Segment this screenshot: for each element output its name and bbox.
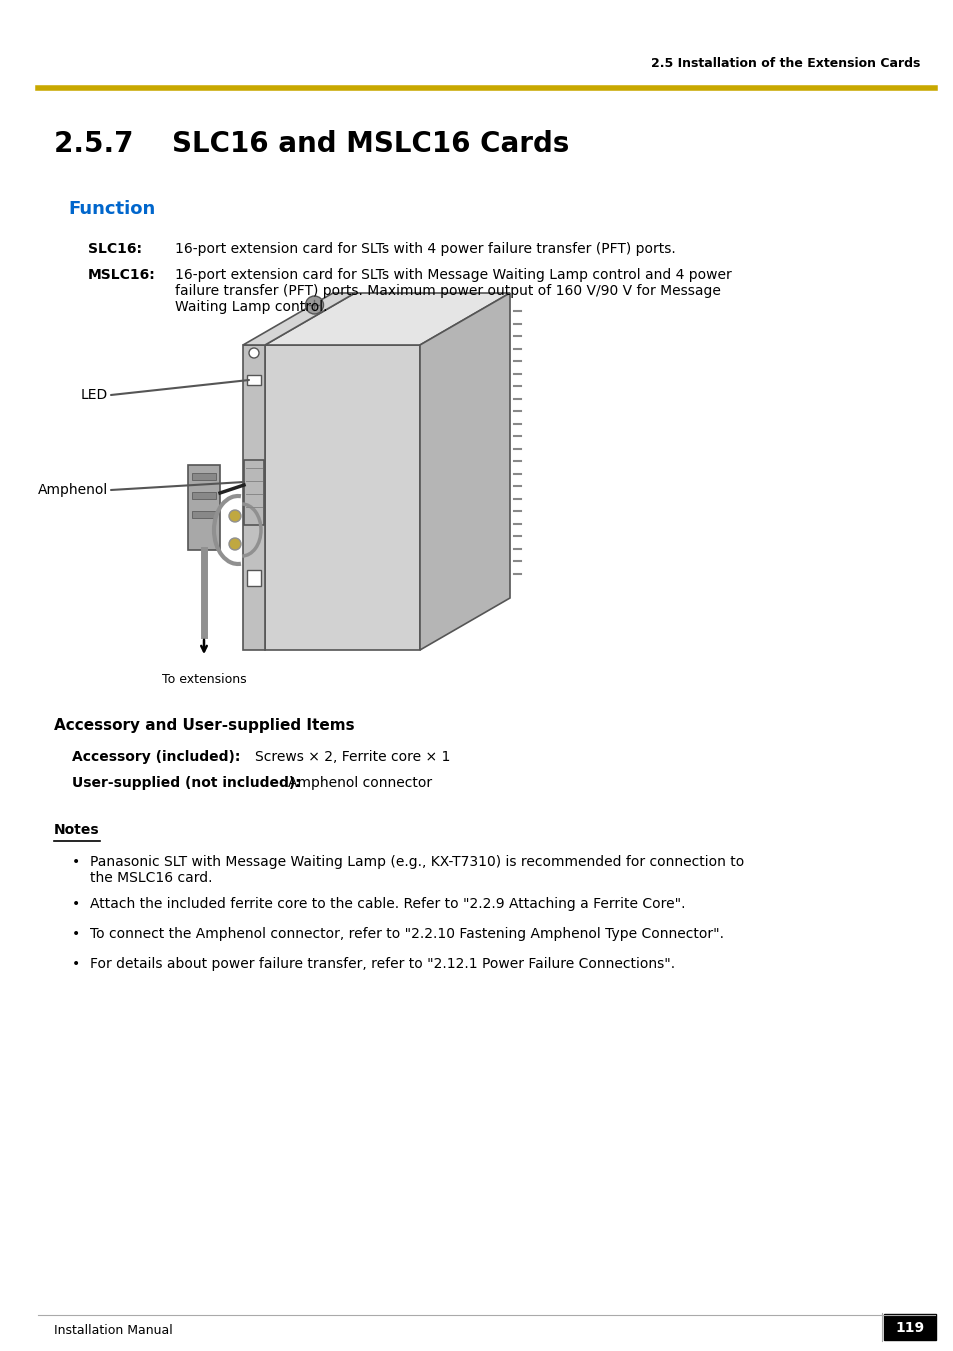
- Text: 119: 119: [895, 1321, 923, 1335]
- Bar: [192, 492, 215, 499]
- Text: Screws × 2, Ferrite core × 1: Screws × 2, Ferrite core × 1: [254, 750, 450, 765]
- Circle shape: [249, 349, 258, 358]
- Text: •: •: [71, 855, 80, 869]
- Text: 2.5.7    SLC16 and MSLC16 Cards: 2.5.7 SLC16 and MSLC16 Cards: [54, 130, 569, 158]
- Text: Accessory (included):: Accessory (included):: [71, 750, 240, 765]
- Circle shape: [305, 296, 323, 313]
- Bar: [247, 570, 261, 586]
- Text: User-supplied (not included):: User-supplied (not included):: [71, 775, 300, 790]
- Text: 16-port extension card for SLTs with Message Waiting Lamp control and 4 power
fa: 16-port extension card for SLTs with Mes…: [174, 267, 731, 315]
- Circle shape: [229, 538, 241, 550]
- Text: For details about power failure transfer, refer to "2.12.1 Power Failure Connect: For details about power failure transfer…: [90, 957, 675, 971]
- Circle shape: [229, 509, 241, 521]
- Text: MSLC16:: MSLC16:: [88, 267, 155, 282]
- Text: LED: LED: [81, 388, 108, 403]
- Bar: [244, 459, 264, 526]
- Text: •: •: [71, 927, 80, 942]
- FancyBboxPatch shape: [883, 1315, 935, 1340]
- Text: Amphenol connector: Amphenol connector: [288, 775, 432, 790]
- Text: •: •: [71, 957, 80, 971]
- Text: SLC16:: SLC16:: [88, 242, 142, 255]
- Text: Panasonic SLT with Message Waiting Lamp (e.g., KX-T7310) is recommended for conn: Panasonic SLT with Message Waiting Lamp …: [90, 855, 743, 885]
- Bar: [192, 511, 215, 517]
- Text: To connect the Amphenol connector, refer to "2.2.10 Fastening Amphenol Type Conn: To connect the Amphenol connector, refer…: [90, 927, 723, 942]
- Text: 16-port extension card for SLTs with 4 power failure transfer (PFT) ports.: 16-port extension card for SLTs with 4 p…: [174, 242, 675, 255]
- Text: Amphenol: Amphenol: [38, 484, 108, 497]
- Polygon shape: [419, 293, 510, 650]
- Text: Attach the included ferrite core to the cable. Refer to "2.2.9 Attaching a Ferri: Attach the included ferrite core to the …: [90, 897, 685, 911]
- Polygon shape: [243, 293, 355, 345]
- Text: To extensions: To extensions: [161, 673, 246, 686]
- Polygon shape: [265, 345, 419, 650]
- Text: •: •: [71, 897, 80, 911]
- Bar: [247, 376, 261, 385]
- Bar: [188, 465, 220, 550]
- Polygon shape: [243, 345, 265, 650]
- Text: 2.5 Installation of the Extension Cards: 2.5 Installation of the Extension Cards: [650, 57, 919, 70]
- Bar: [192, 473, 215, 480]
- Text: Accessory and User-supplied Items: Accessory and User-supplied Items: [54, 717, 355, 734]
- Polygon shape: [265, 293, 510, 345]
- Text: Function: Function: [68, 200, 155, 218]
- Text: Installation Manual: Installation Manual: [54, 1324, 172, 1336]
- Text: Notes: Notes: [54, 823, 99, 838]
